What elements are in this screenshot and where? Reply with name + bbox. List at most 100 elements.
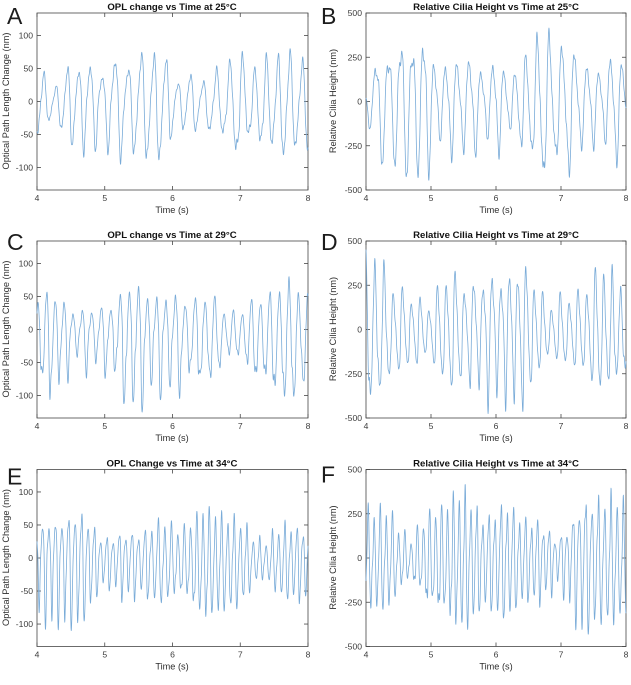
x-axis-label-c: Time (s) (155, 433, 188, 443)
panel-c: C OPL change vs Time at 29°C Optical Pat… (0, 228, 316, 456)
x-tick-label: 6 (494, 193, 499, 203)
panel-letter-a: A (7, 3, 23, 29)
y-tick-label: 0 (28, 553, 33, 563)
x-axis-label-e: Time (s) (155, 662, 188, 672)
y-axis-label-f: Relative Cilia Height (nm) (328, 505, 338, 609)
plot-svg-b: B Relative Cilia Height vs Time at 25°C … (321, 2, 629, 215)
panel-letter-f: F (321, 462, 335, 488)
x-tick-label: 6 (494, 650, 499, 660)
y-tick-label: 250 (348, 52, 363, 62)
y-tick-label: -250 (345, 141, 362, 151)
y-tick-label: 250 (348, 509, 363, 519)
y-tick-label: 50 (23, 291, 33, 301)
x-tick-label: 4 (364, 193, 369, 203)
panel-a: A OPL change vs Time at 25°C Optical Pat… (0, 0, 316, 228)
x-tick-label: 8 (306, 193, 311, 203)
x-tick-label: 4 (35, 193, 40, 203)
y-tick-label: -500 (345, 185, 362, 195)
x-tick-label: 5 (429, 193, 434, 203)
x-tick-label: 4 (35, 421, 40, 431)
axes-frame-c: 4 5 6 7 8 -100 -50 0 50 100 (16, 240, 311, 431)
panel-e: E OPL Change vs Time at 34°C Optical Pat… (0, 456, 316, 685)
y-tick-label: 500 (348, 8, 363, 18)
x-tick-label: 7 (238, 650, 243, 660)
y-tick-label: 0 (357, 553, 362, 563)
y-axis-label-c: Optical Path Length Change (nm) (1, 261, 11, 398)
axes-frame-e: 4 5 6 7 8 -100 -50 0 50 100 (16, 469, 311, 660)
x-tick-label: 7 (238, 421, 243, 431)
plot-title-c: OPL change vs Time at 29°C (107, 230, 236, 241)
x-tick-label: 5 (429, 650, 434, 660)
y-tick-label: -250 (345, 369, 362, 379)
panel-letter-d: D (321, 229, 338, 255)
panel-letter-e: E (7, 464, 22, 490)
x-tick-label: 6 (494, 421, 499, 431)
x-tick-label: 5 (102, 193, 107, 203)
y-tick-label: -500 (345, 642, 362, 652)
x-tick-label: 6 (170, 421, 175, 431)
x-axis-label-f: Time (s) (479, 662, 512, 672)
y-tick-label: -50 (21, 586, 34, 596)
y-tick-label: -50 (21, 130, 34, 140)
x-tick-label: 8 (624, 650, 629, 660)
y-tick-label: 500 (348, 236, 363, 246)
axes-frame-a: 4 5 6 7 8 -100 -50 0 50 100 (16, 12, 311, 203)
x-tick-label: 8 (624, 193, 629, 203)
y-tick-label: 0 (357, 97, 362, 107)
x-tick-label: 4 (364, 421, 369, 431)
panel-d: D Relative Cilia Height vs Time at 29°C … (316, 228, 631, 456)
x-tick-label: 5 (429, 421, 434, 431)
x-tick-label: 7 (238, 193, 243, 203)
x-tick-label: 6 (170, 650, 175, 660)
y-axis-label-b: Relative Cilia Height (nm) (328, 49, 338, 153)
panel-letter-b: B (321, 3, 336, 29)
y-tick-label: 100 (19, 30, 34, 40)
y-tick-label: -500 (345, 413, 362, 423)
x-tick-label: 7 (559, 421, 564, 431)
y-tick-label: 0 (28, 325, 33, 335)
waveform-f (365, 484, 627, 635)
plot-svg-a: A OPL change vs Time at 25°C Optical Pat… (1, 2, 311, 215)
x-tick-label: 8 (306, 650, 311, 660)
x-tick-label: 6 (170, 193, 175, 203)
y-tick-label: -50 (21, 358, 34, 368)
x-axis-label-a: Time (s) (155, 205, 188, 215)
plot-svg-f: F Relative Cilia Height vs Time at 34°C … (321, 459, 629, 672)
y-tick-label: -250 (345, 597, 362, 607)
waveform-d (365, 249, 627, 414)
y-tick-label: 500 (348, 465, 363, 475)
x-tick-label: 4 (364, 650, 369, 660)
panel-letter-c: C (7, 229, 24, 255)
y-tick-label: 50 (23, 520, 33, 530)
waveform-e (36, 506, 309, 632)
x-tick-label: 4 (35, 650, 40, 660)
y-tick-label: 0 (28, 97, 33, 107)
y-axis-label-a: Optical Path Length Change (nm) (1, 33, 11, 170)
panel-b: B Relative Cilia Height vs Time at 25°C … (316, 0, 631, 228)
plot-svg-c: C OPL change vs Time at 29°C Optical Pat… (1, 229, 311, 443)
y-tick-label: 100 (19, 487, 34, 497)
plot-title-f: Relative Cilia Height vs Time at 34°C (413, 459, 579, 470)
y-tick-label: -100 (16, 391, 33, 401)
y-tick-label: 0 (357, 325, 362, 335)
y-tick-label: 100 (19, 258, 34, 268)
plot-title-d: Relative Cilia Height vs Time at 29°C (413, 230, 579, 241)
x-axis-label-b: Time (s) (479, 205, 512, 215)
plot-svg-e: E OPL Change vs Time at 34°C Optical Pat… (1, 459, 311, 672)
panel-f: F Relative Cilia Height vs Time at 34°C … (316, 456, 631, 685)
waveform-c (36, 276, 309, 413)
y-tick-label: -100 (16, 163, 33, 173)
waveform-b (365, 27, 627, 181)
x-tick-label: 5 (102, 421, 107, 431)
axes-frame-f: 4 5 6 7 8 -500 -250 0 250 500 (345, 465, 629, 660)
axes-frame-d: 4 5 6 7 8 -500 -250 0 250 500 (345, 236, 629, 431)
x-axis-label-d: Time (s) (479, 433, 512, 443)
axes-frame-b: 4 5 6 7 8 -500 -250 0 250 500 (345, 8, 629, 203)
plot-svg-d: D Relative Cilia Height vs Time at 29°C … (321, 229, 629, 443)
x-tick-label: 5 (102, 650, 107, 660)
plot-title-e: OPL Change vs Time at 34°C (107, 459, 238, 470)
y-tick-label: 250 (348, 280, 363, 290)
y-tick-label: -100 (16, 619, 33, 629)
plot-title-b: Relative Cilia Height vs Time at 25°C (413, 2, 579, 13)
